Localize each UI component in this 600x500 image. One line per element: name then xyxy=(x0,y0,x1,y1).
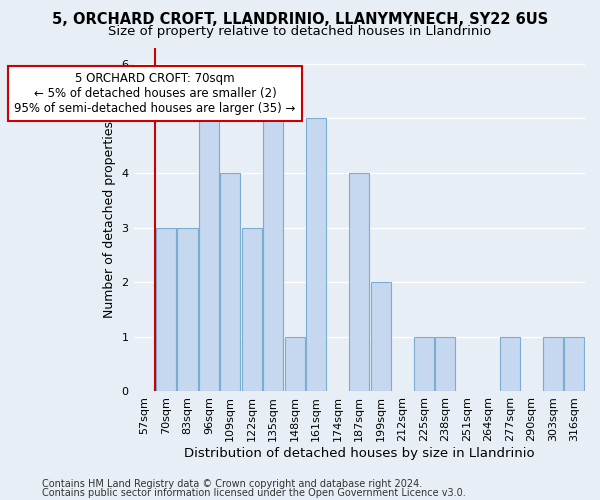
Bar xyxy=(371,282,391,392)
Y-axis label: Number of detached properties: Number of detached properties xyxy=(103,121,116,318)
Text: Contains public sector information licensed under the Open Government Licence v3: Contains public sector information licen… xyxy=(42,488,466,498)
Bar xyxy=(413,337,434,392)
Bar xyxy=(306,118,326,392)
Bar xyxy=(220,173,241,392)
Bar xyxy=(177,228,197,392)
Bar xyxy=(263,118,283,392)
Text: Contains HM Land Registry data © Crown copyright and database right 2024.: Contains HM Land Registry data © Crown c… xyxy=(42,479,422,489)
Bar xyxy=(284,337,305,392)
Bar xyxy=(155,228,176,392)
Bar xyxy=(242,228,262,392)
Bar xyxy=(542,337,563,392)
Bar xyxy=(435,337,455,392)
Text: 5 ORCHARD CROFT: 70sqm
← 5% of detached houses are smaller (2)
95% of semi-detac: 5 ORCHARD CROFT: 70sqm ← 5% of detached … xyxy=(14,72,296,115)
X-axis label: Distribution of detached houses by size in Llandrinio: Distribution of detached houses by size … xyxy=(184,447,535,460)
Text: 5, ORCHARD CROFT, LLANDRINIO, LLANYMYNECH, SY22 6US: 5, ORCHARD CROFT, LLANDRINIO, LLANYMYNEC… xyxy=(52,12,548,28)
Bar xyxy=(199,118,219,392)
Bar xyxy=(349,173,370,392)
Text: Size of property relative to detached houses in Llandrinio: Size of property relative to detached ho… xyxy=(109,25,491,38)
Bar xyxy=(500,337,520,392)
Bar xyxy=(564,337,584,392)
